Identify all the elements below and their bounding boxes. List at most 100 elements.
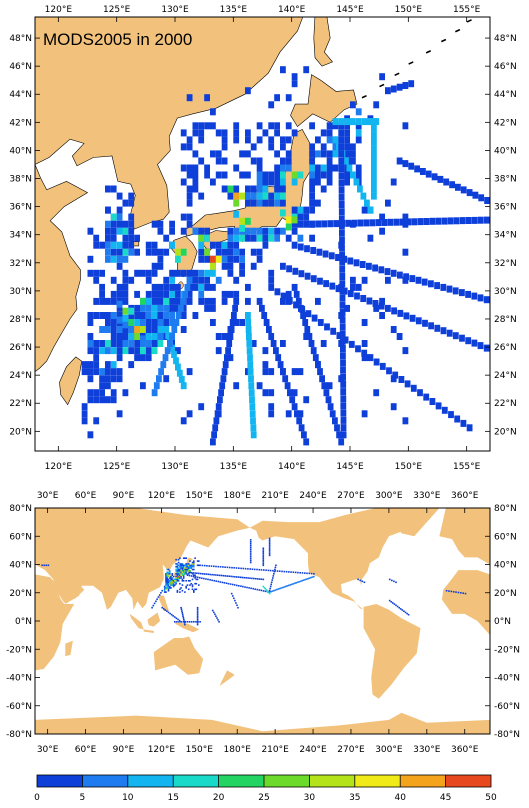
- observation-cell: [198, 192, 205, 200]
- observation-cell: [350, 143, 356, 151]
- observation-cell: [221, 171, 228, 179]
- observation-cell: [179, 582, 181, 585]
- observation-cell: [409, 314, 416, 322]
- observation-cell: [399, 608, 402, 610]
- observation-cell: [340, 395, 347, 403]
- observation-cell: [315, 150, 321, 158]
- observation-cell: [316, 248, 323, 256]
- observation-cell: [221, 185, 228, 193]
- observation-cell: [134, 333, 140, 340]
- observation-cell: [192, 129, 199, 137]
- lat-tick-label: 20°N: [494, 427, 517, 437]
- observation-cell: [326, 136, 333, 144]
- observation-cell: [170, 613, 173, 616]
- observation-cell: [350, 118, 356, 126]
- observation-cell: [186, 192, 193, 200]
- observation-cell: [185, 564, 187, 567]
- observation-cell: [105, 234, 111, 242]
- observation-cell: [210, 122, 216, 130]
- observation-cell: [390, 375, 397, 383]
- observation-cell: [210, 283, 216, 291]
- observation-cell: [285, 150, 292, 158]
- observation-cell: [207, 578, 209, 581]
- observation-cell: [151, 262, 158, 270]
- observation-cell: [218, 574, 221, 577]
- observation-cell: [182, 565, 185, 568]
- observation-cell: [122, 321, 129, 329]
- observation-cell: [372, 264, 378, 272]
- observation-cell: [177, 618, 179, 621]
- observation-cell: [214, 613, 216, 616]
- observation-cell: [204, 227, 210, 235]
- observation-cell: [170, 582, 172, 585]
- global-landmass: [35, 508, 490, 734]
- observation-cell: [194, 574, 196, 576]
- observation-cell: [221, 241, 228, 249]
- observation-cell: [177, 570, 180, 572]
- observation-cell: [262, 550, 265, 553]
- observation-cell: [180, 567, 182, 569]
- lon-tick-label: 155°E: [453, 462, 481, 472]
- observation-cell: [140, 326, 146, 333]
- observation-cell: [391, 307, 397, 315]
- antarctica: [35, 712, 490, 734]
- observation-cell: [268, 143, 275, 151]
- observation-cell: [43, 564, 45, 567]
- observation-cell: [229, 583, 232, 585]
- global-observation-cells: [41, 537, 467, 626]
- lon-tick-label: 180°E: [224, 491, 252, 501]
- observation-cell: [274, 164, 280, 172]
- observation-cell: [417, 218, 424, 226]
- observation-cell: [344, 143, 350, 151]
- observation-cell: [87, 375, 94, 383]
- observation-cell: [309, 122, 315, 130]
- observation-cell: [194, 588, 196, 591]
- observation-cell: [246, 347, 253, 355]
- lat-tick-label: -60°N: [494, 702, 520, 712]
- observation-cell: [258, 589, 261, 591]
- observation-cell: [264, 588, 267, 590]
- lat-tick-label: 22°N: [9, 399, 32, 409]
- observation-cell: [151, 304, 158, 312]
- observation-cell: [207, 573, 210, 576]
- observation-cell: [339, 244, 345, 252]
- colorbar-tick-label: 30: [304, 793, 316, 803]
- observation-cell: [87, 361, 94, 369]
- observation-cell: [163, 319, 170, 326]
- observation-cell: [268, 549, 271, 552]
- lat-tick-label: 44°N: [9, 90, 32, 100]
- observation-cell: [93, 417, 100, 425]
- observation-cell: [268, 171, 275, 179]
- observation-cell: [174, 581, 176, 584]
- observation-cell: [218, 621, 220, 623]
- observation-cell: [181, 568, 184, 571]
- observation-cell: [165, 573, 167, 575]
- observation-cell: [268, 192, 275, 200]
- observation-cell: [122, 290, 129, 298]
- observation-cell: [176, 570, 179, 572]
- sumatra: [129, 613, 144, 630]
- observation-cell: [262, 549, 265, 551]
- observation-cell: [274, 199, 280, 207]
- observation-cell: [169, 290, 175, 298]
- observation-cell: [169, 276, 175, 284]
- observation-cell: [332, 164, 339, 172]
- observation-cell: [268, 539, 271, 541]
- observation-cell: [457, 591, 460, 594]
- observation-cell: [179, 574, 181, 576]
- observation-cell: [310, 347, 317, 355]
- observation-cell: [471, 292, 478, 300]
- observation-cell: [221, 581, 224, 584]
- observation-cell: [157, 283, 164, 291]
- observation-cell: [224, 575, 227, 577]
- observation-cell: [81, 410, 88, 418]
- observation-cell: [176, 564, 179, 567]
- observation-cell: [128, 213, 135, 221]
- observation-cell: [225, 582, 228, 584]
- colorbar-tick-label: 20: [213, 793, 225, 803]
- observation-cell: [93, 361, 100, 369]
- observation-cell: [437, 175, 444, 183]
- observation-cell: [247, 368, 254, 376]
- observation-cell: [319, 375, 325, 383]
- observation-cell: [193, 589, 195, 592]
